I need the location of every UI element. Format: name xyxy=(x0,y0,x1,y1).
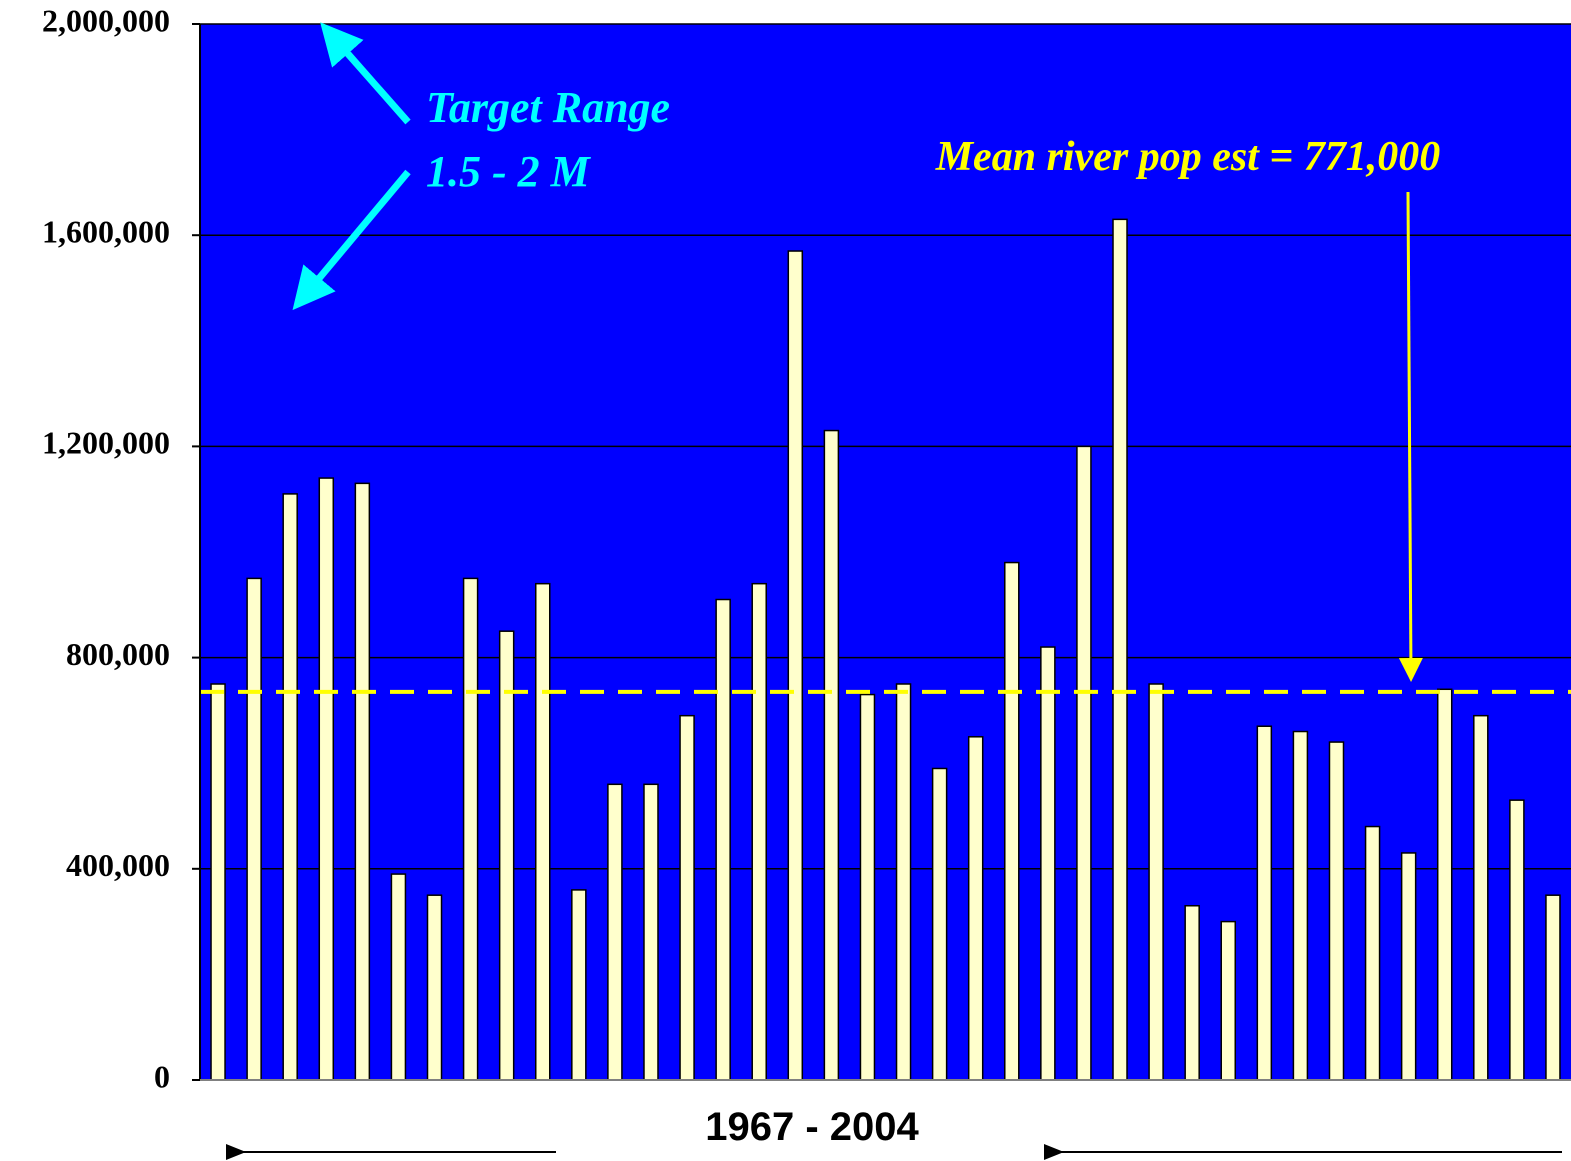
annotation: Target Range xyxy=(426,83,670,132)
bar xyxy=(787,250,804,1081)
bar xyxy=(426,894,443,1081)
bar xyxy=(390,873,407,1081)
bar xyxy=(1400,852,1417,1081)
bar xyxy=(1509,799,1525,1081)
bar xyxy=(571,889,587,1081)
bar xyxy=(1112,218,1128,1081)
bar xyxy=(859,693,876,1081)
y-tick-label: 2,000,000 xyxy=(42,2,170,38)
arrow xyxy=(292,169,411,311)
bar xyxy=(1184,905,1200,1081)
x-axis-label: 1967 - 2004 xyxy=(705,1105,919,1149)
bar xyxy=(318,477,335,1081)
bar xyxy=(1436,688,1453,1081)
bar xyxy=(1364,825,1381,1081)
bar xyxy=(1220,920,1236,1081)
y-tick-label: 1,200,000 xyxy=(42,425,170,461)
bar xyxy=(282,493,298,1081)
bar xyxy=(1040,646,1056,1081)
bar xyxy=(1148,683,1164,1081)
bar xyxy=(246,577,262,1081)
bar xyxy=(643,783,659,1081)
bar xyxy=(679,714,695,1081)
bar xyxy=(931,767,948,1081)
bar xyxy=(210,683,226,1081)
bar xyxy=(462,577,479,1081)
bar xyxy=(1256,725,1273,1081)
bar xyxy=(1076,445,1092,1081)
annotation: Mean river pop est = 771,000 xyxy=(935,134,1441,180)
arrow xyxy=(320,22,411,125)
annotation: 1.5 - 2 M xyxy=(426,147,592,196)
bar xyxy=(967,736,984,1081)
bar xyxy=(354,482,371,1081)
bar xyxy=(1545,894,1561,1081)
bar xyxy=(498,630,515,1081)
bar xyxy=(1328,741,1345,1081)
bar xyxy=(535,582,551,1081)
arrow xyxy=(1398,191,1423,682)
bar xyxy=(823,429,840,1081)
bar xyxy=(751,582,767,1081)
bar xyxy=(1004,561,1020,1081)
y-tick-label: 0 xyxy=(154,1058,170,1094)
y-tick-label: 400,000 xyxy=(66,847,170,883)
bar xyxy=(1292,730,1309,1081)
y-tick-label: 800,000 xyxy=(66,636,170,672)
bar xyxy=(895,683,912,1081)
bar xyxy=(1473,714,1489,1081)
y-tick-label: 1,600,000 xyxy=(42,214,170,250)
bar xyxy=(607,783,623,1081)
bar xyxy=(715,598,731,1081)
